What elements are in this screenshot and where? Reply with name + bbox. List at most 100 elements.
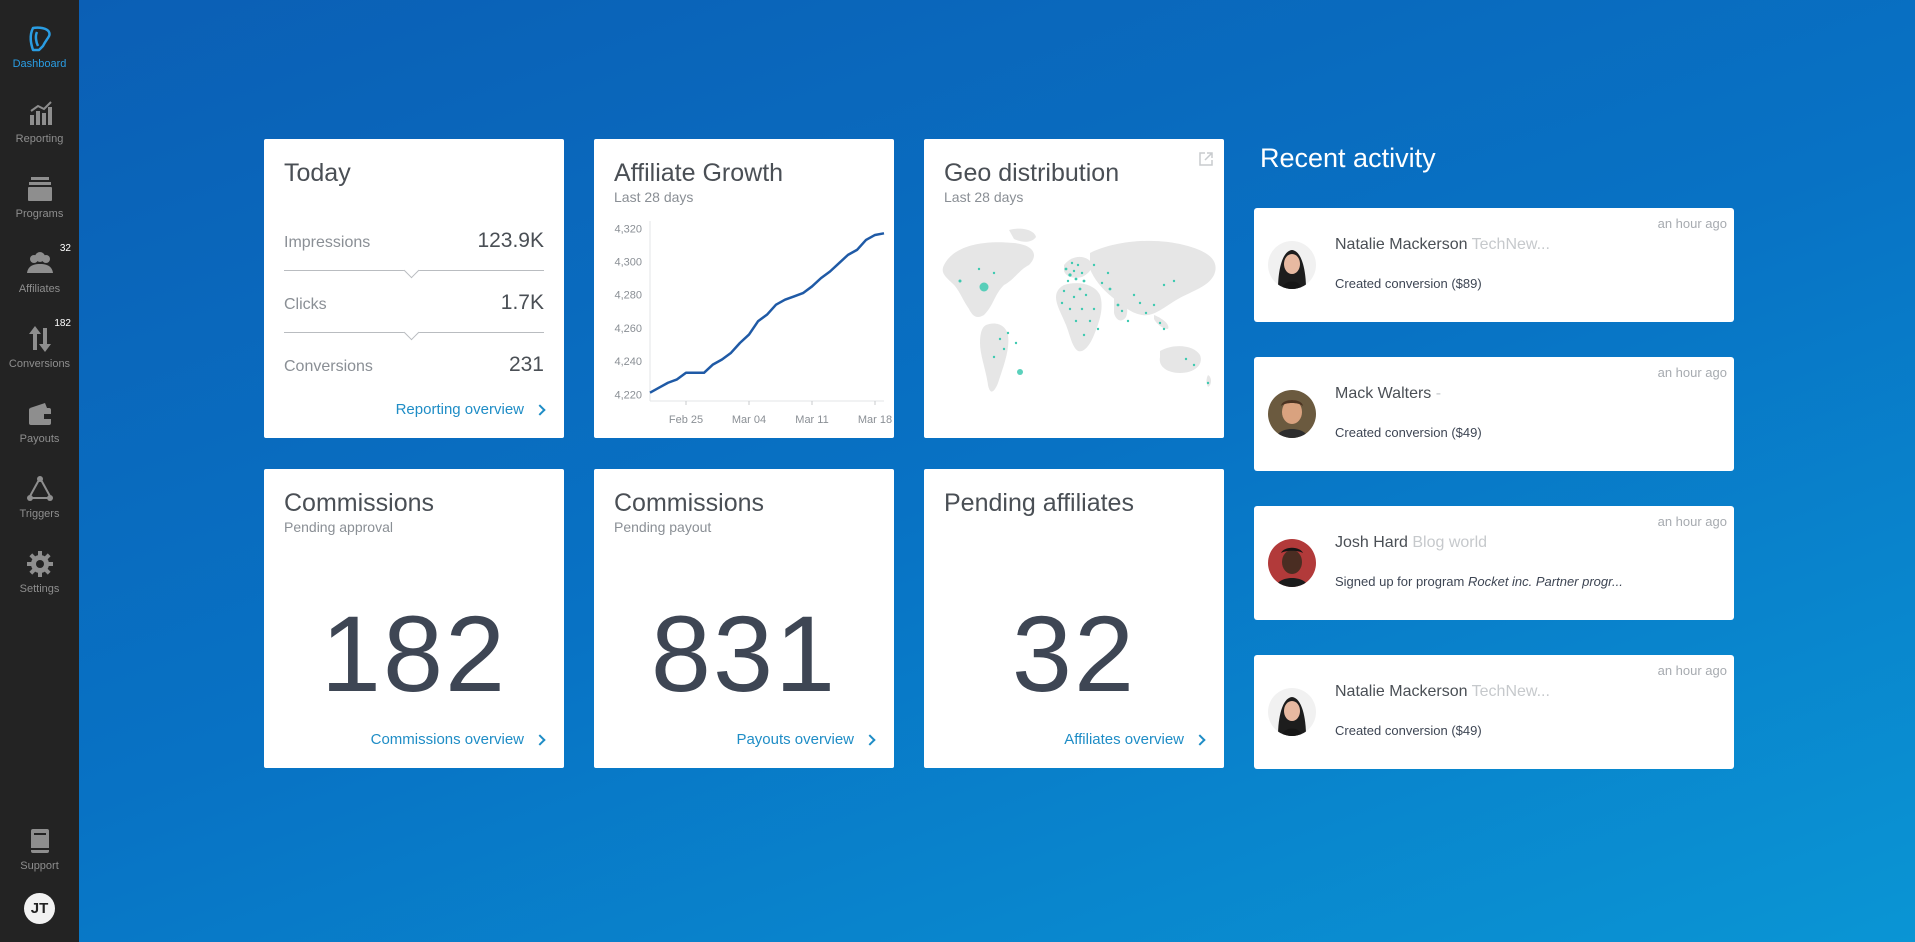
activity-time: an hour ago [1657,365,1727,380]
recent-activity-title: Recent activity [1260,143,1436,173]
chevron-right-icon [864,733,876,746]
conversions-badge: 182 [54,318,71,329]
y-tick-label: 4,280 [614,290,642,302]
clicks-label: Clicks [284,296,327,313]
activity-desc-text: Created conversion ($49) [1335,425,1482,440]
book-icon [0,826,79,856]
x-tick-label: Mar 04 [732,414,766,426]
sidebar-item-label: Triggers [19,508,60,520]
today-card: Today Impressions 123.9K Clicks 1.7K Con… [264,139,564,438]
commissions-overview-link[interactable]: Commissions overview [370,731,546,748]
growth-subtitle: Last 28 days [614,189,694,205]
commissions-approval-value: 182 [320,593,508,714]
activity-time: an hour ago [1657,514,1727,529]
activity-desc-text: Created conversion ($49) [1335,723,1482,738]
growth-title: Affiliate Growth [614,159,784,187]
chevron-right-icon [534,403,546,416]
y-tick-label: 4,320 [614,223,642,235]
chevron-right-icon [534,733,546,746]
sidebar-item-label: Affiliates [18,283,61,295]
sidebar-item-label: Settings [19,583,60,595]
world-map [942,228,1216,392]
map-dots [958,261,1210,385]
main-content: Today Impressions 123.9K Clicks 1.7K Con… [79,0,1915,942]
commissions-approval-subtitle: Pending approval [284,519,393,535]
activity-user: Josh Hard [1335,534,1408,551]
arrows-icon [0,324,79,354]
gear-icon [0,549,79,579]
activity-item[interactable]: an hour ago Mack Walters - Created conve… [1254,357,1734,471]
sidebar-item-conversions[interactable]: 182 Conversions [0,318,79,370]
chart-icon [0,99,79,129]
activity-name: Natalie Mackerson TechNew... [1335,683,1550,701]
sidebar-item-settings[interactable]: Settings [0,549,79,595]
user-avatar[interactable]: JT [24,893,55,924]
sidebar-item-label: Support [20,860,59,872]
affiliates-badge: 32 [59,243,71,254]
conversions-row: Conversions 231 [284,353,544,377]
programs-icon [0,174,79,204]
activity-description: Created conversion ($49) [1335,425,1482,440]
avatar [1268,390,1316,438]
activity-name: Mack Walters - [1335,385,1441,403]
activity-user: Natalie Mackerson [1335,683,1468,700]
activity-description: Created conversion ($49) [1335,723,1482,738]
geo-title: Geo distribution [944,159,1120,187]
sidebar-item-label: Conversions [8,358,71,370]
activity-program: Rocket inc. Partner progr... [1467,574,1623,589]
sidebar-item-support[interactable]: Support [0,826,79,872]
activity-desc-text: Signed up for program [1335,574,1468,589]
activity-org: TechNew... [1471,683,1550,700]
affiliate-growth-card: Affiliate Growth Last 28 days 4,220 4,240… [594,139,894,438]
activity-item[interactable]: an hour ago Josh Hard Blog world Signed … [1254,506,1734,620]
link-label: Commissions overview [370,731,524,748]
sidebar-item-reporting[interactable]: Reporting [0,99,79,145]
payouts-overview-link[interactable]: Payouts overview [736,731,876,748]
avatar [1268,539,1316,587]
external-link-icon[interactable] [1198,151,1214,172]
activity-description: Signed up for program Rocket inc. Partne… [1335,574,1623,589]
sidebar-item-programs[interactable]: Programs [0,174,79,220]
activity-name: Josh Hard Blog world [1335,534,1487,552]
conversions-value: 231 [508,353,544,376]
geo-distribution-card: Geo distribution Last 28 days [924,139,1224,438]
map-land [942,228,1216,392]
x-tick-label: Feb 25 [669,414,703,426]
sidebar-item-label: Reporting [15,133,64,145]
y-tick-label: 4,300 [614,257,642,269]
activity-name: Natalie Mackerson TechNew... [1335,236,1550,254]
reporting-overview-link[interactable]: Reporting overview [396,401,546,418]
activity-description: Created conversion ($89) [1335,276,1482,291]
link-label: Affiliates overview [1064,731,1184,748]
growth-chart: 4,220 4,240 4,260 4,280 4,300 4,320 Feb 25 Mar … [614,221,892,426]
pending-affiliates-value: 32 [1011,593,1137,714]
today-title: Today [284,159,351,187]
activity-org: TechNew... [1471,236,1550,253]
activity-time: an hour ago [1657,663,1727,678]
sidebar-item-payouts[interactable]: Payouts [0,399,79,445]
sidebar-item-triggers[interactable]: Triggers [0,474,79,520]
sidebar-item-label: Payouts [19,433,60,445]
conversions-label: Conversions [284,358,373,375]
geo-subtitle: Last 28 days [944,189,1024,205]
sidebar-item-affiliates[interactable]: 32 Affiliates [0,243,79,295]
chevron-right-icon [1194,733,1206,746]
activity-time: an hour ago [1657,216,1727,231]
activity-user: Natalie Mackerson [1335,236,1468,253]
activity-item[interactable]: an hour ago Natalie Mackerson TechNew...… [1254,208,1734,322]
commissions-payout-title: Commissions [614,489,765,517]
activity-org: Blog world [1412,534,1488,551]
y-tick-label: 4,240 [614,356,642,368]
activity-item[interactable]: an hour ago Natalie Mackerson TechNew...… [1254,655,1734,769]
triggers-icon [0,474,79,504]
sidebar-item-label: Programs [15,208,64,220]
impressions-value: 123.9K [477,229,544,252]
sidebar-item-dashboard[interactable]: Dashboard [0,24,79,70]
y-tick-label: 4,220 [614,389,642,401]
stat-divider [284,270,544,271]
affiliates-overview-link[interactable]: Affiliates overview [1064,731,1206,748]
avatar [1268,688,1316,736]
commissions-payout-value: 831 [650,593,838,714]
pending-affiliates-title: Pending affiliates [944,489,1134,517]
sidebar: Dashboard Reporting Programs 32 Affiliat… [0,0,79,942]
